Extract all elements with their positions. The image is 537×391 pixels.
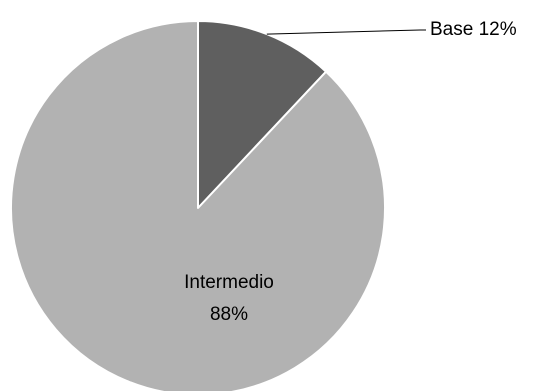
data-label-base: Base 12% xyxy=(430,19,517,40)
data-label-intermedio-name: Intermedio xyxy=(184,272,274,293)
pie-labels: Base 12% Intermedio 88% xyxy=(184,19,517,325)
pie-slices xyxy=(10,20,386,391)
leader-line-base xyxy=(266,29,426,35)
data-label-intermedio-value: 88% xyxy=(210,304,248,325)
pie-slice-intermedio xyxy=(10,20,386,391)
